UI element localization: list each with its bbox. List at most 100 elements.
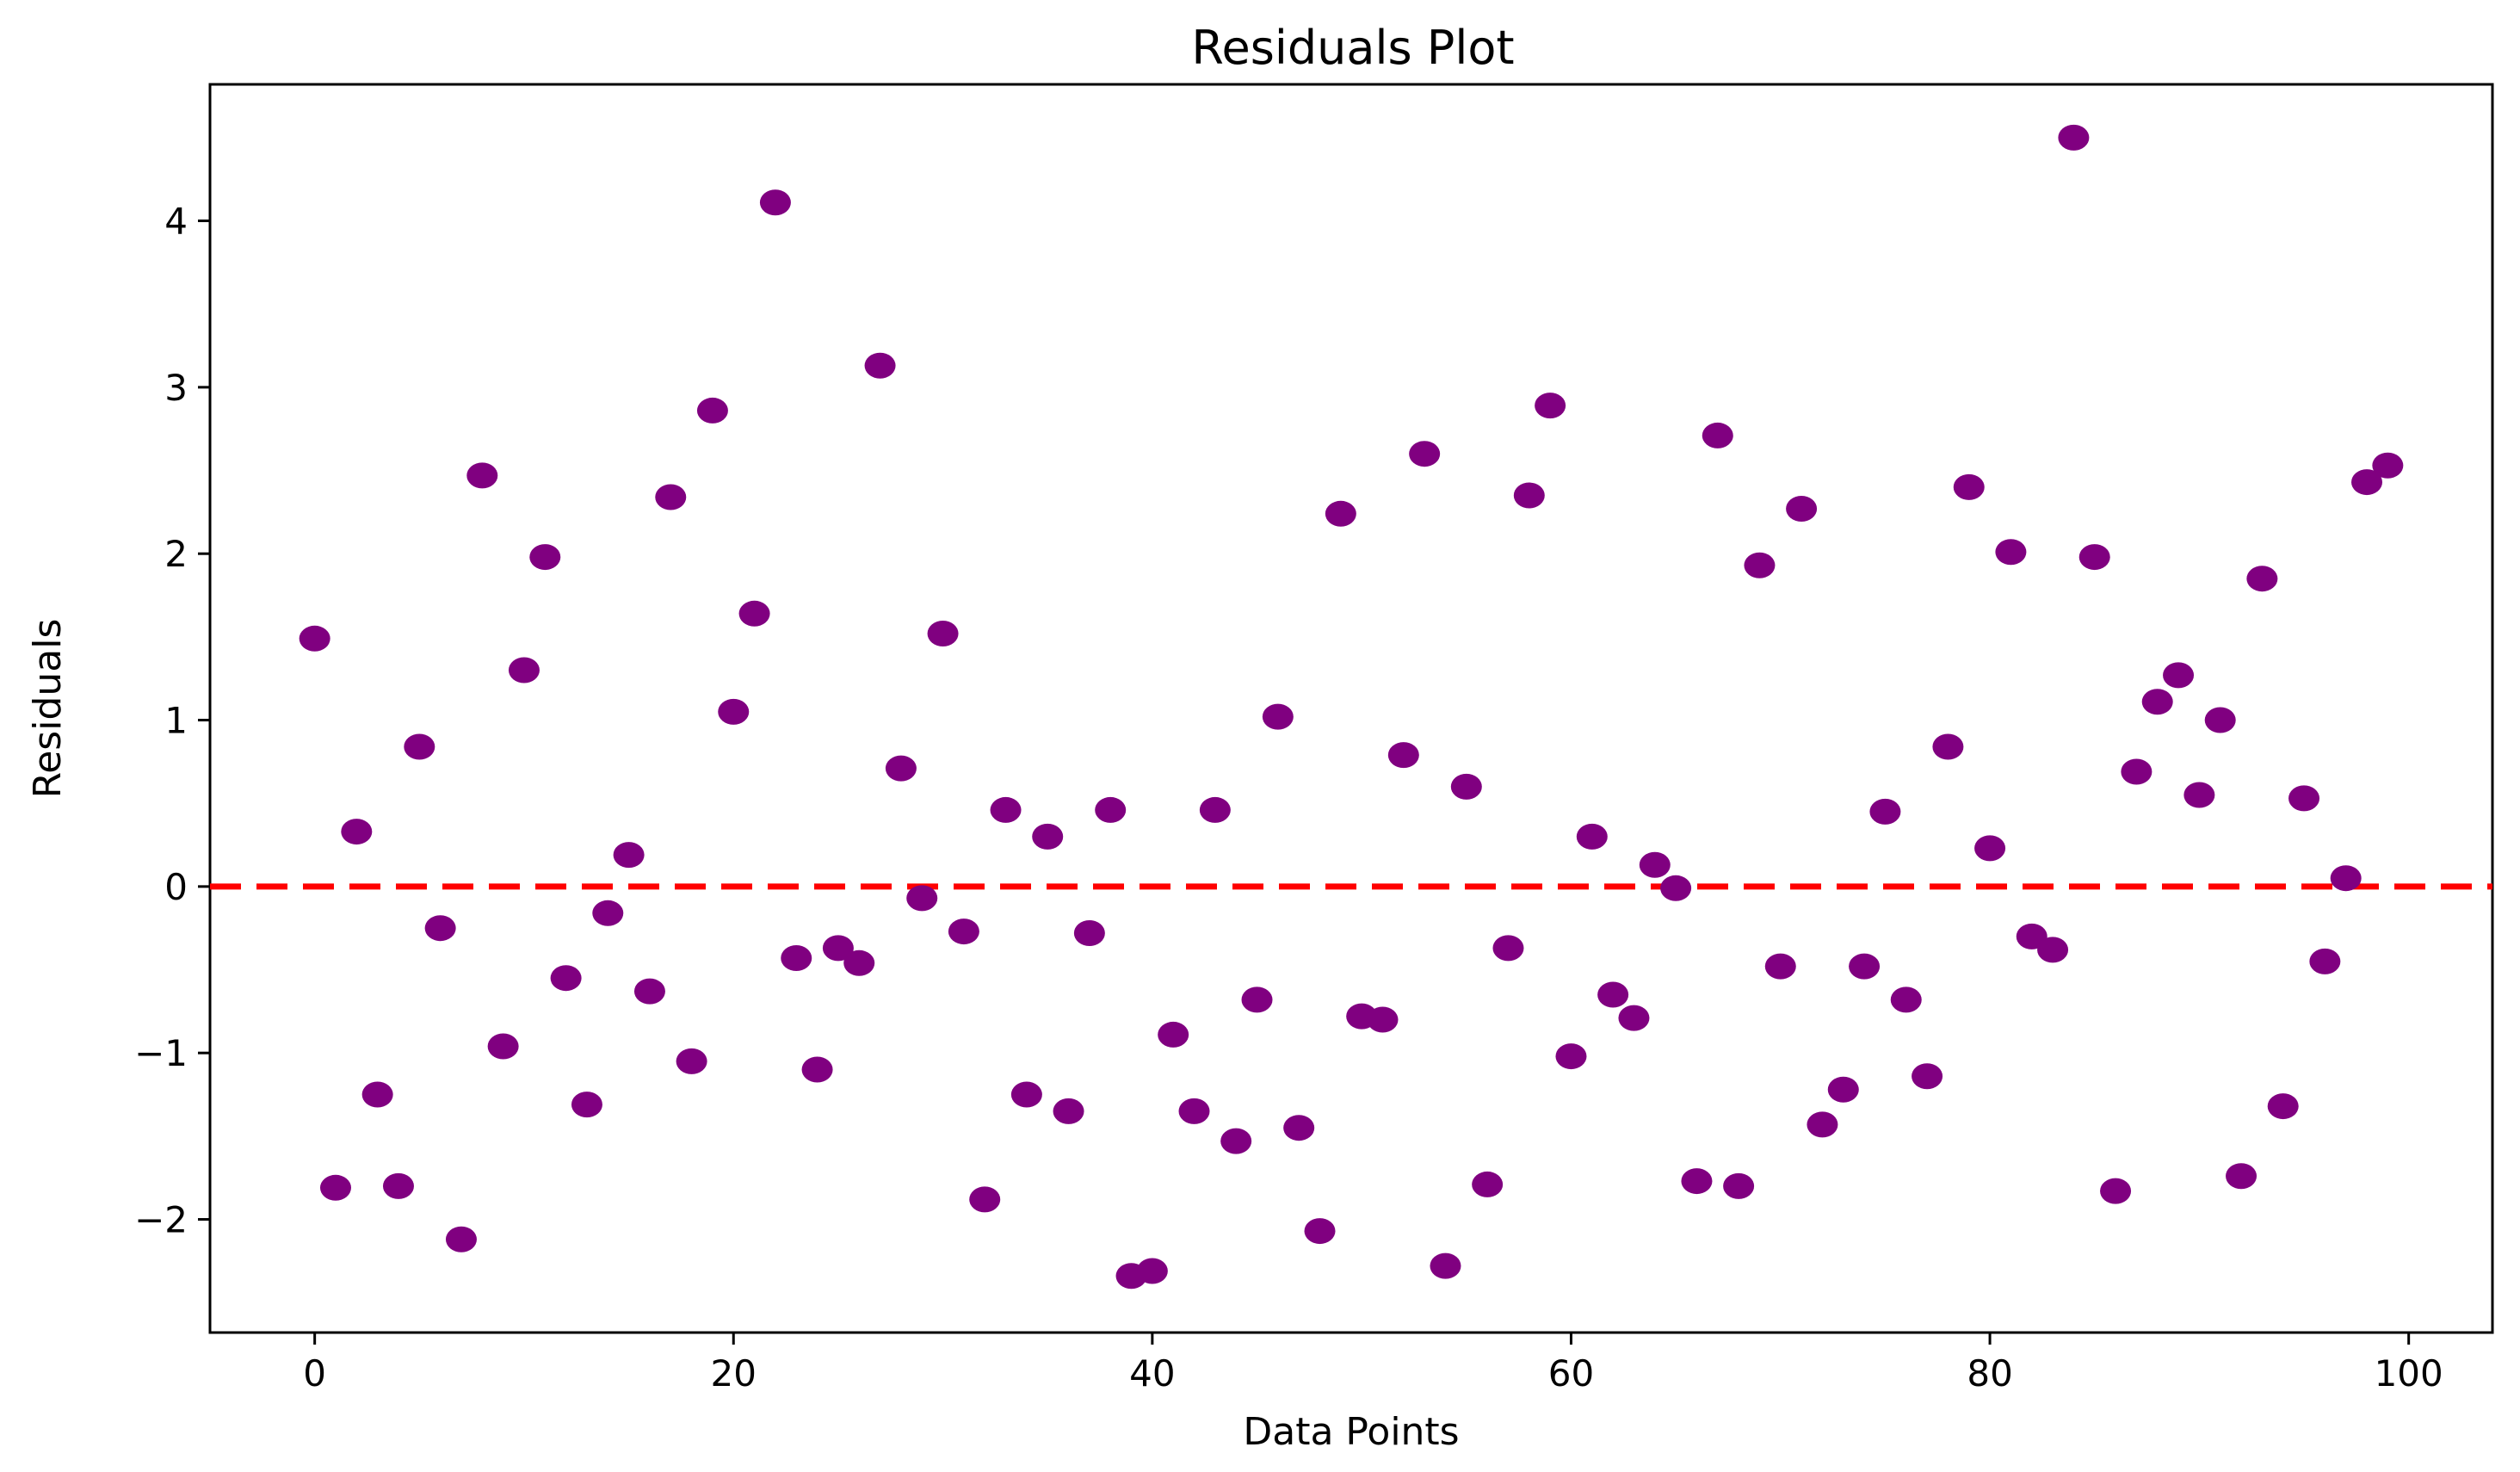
residual-point [1723,1172,1755,1199]
residual-point [676,1048,707,1074]
residual-point [1053,1098,1084,1124]
residual-point [906,885,938,912]
residual-point [1702,422,1733,448]
residual-point [1095,796,1127,823]
residual-point [424,915,456,942]
y-axis-ticks: −2 −1 0 1 2 3 4 [134,201,210,1241]
x-tick-label: 80 [1967,1352,2012,1395]
residual-point [1513,482,1545,509]
residual-point [633,978,665,1005]
residual-point [2246,566,2278,592]
residual-point [885,755,917,782]
residual-points [299,124,2404,1290]
x-tick-label: 0 [303,1352,326,1395]
residual-point [299,625,330,652]
y-tick-label: −2 [134,1199,188,1241]
residual-point [1764,953,1796,980]
y-axis-label: Residuals [26,619,70,799]
y-tick-label: −1 [134,1032,188,1074]
residual-point [2267,1093,2299,1120]
residual-point [2351,469,2383,496]
residual-point [382,1172,414,1199]
residual-point [1681,1168,1713,1195]
residual-point [1912,1063,1943,1090]
x-tick-label: 40 [1129,1352,1175,1395]
residual-point [2141,689,2173,715]
residual-point [1430,1252,1461,1279]
residual-point [801,1056,833,1083]
residual-point [1472,1171,1504,1197]
residual-point [1849,953,1881,980]
residual-point [969,1186,1001,1213]
residual-point [1220,1128,1252,1154]
residual-point [571,1092,602,1118]
residual-point [592,900,624,926]
residual-point [759,189,791,216]
y-tick-label: 2 [164,533,188,575]
residual-point [1786,496,1818,522]
residual-point [2100,1178,2132,1204]
residual-point [1932,733,1964,760]
residual-point [1869,798,1901,825]
residual-point [1262,703,1294,730]
residual-point [1304,1218,1336,1245]
residual-point [2330,865,2362,892]
residual-point [696,397,728,424]
residual-point [2226,1163,2258,1190]
residual-point [1387,742,1419,769]
plot-area-frame [208,83,2494,1334]
residual-point [2163,662,2195,689]
residual-point [1660,875,1692,901]
residual-point [1073,920,1105,946]
x-tick-label: 100 [2375,1352,2443,1395]
residual-point [341,819,373,845]
y-tick-label: 4 [164,201,188,243]
residual-point [1010,1081,1042,1108]
residual-point [1535,393,1566,419]
x-tick-label: 60 [1548,1352,1594,1395]
residual-point [1995,539,2027,566]
residual-point [927,621,959,646]
residual-point [843,949,875,976]
residual-point [1367,1006,1399,1033]
residual-point [1199,796,1231,823]
residual-point [1325,500,1356,527]
residual-point [2288,785,2320,812]
residual-point [613,842,645,869]
residual-point [1283,1115,1315,1141]
residual-point [864,352,896,379]
residual-point [319,1174,351,1201]
residual-point [1450,773,1482,800]
residual-point [822,935,854,962]
residual-point [1597,981,1629,1008]
residual-point [2078,544,2110,571]
residual-point [1492,935,1524,962]
residual-point [445,1226,477,1252]
x-axis-label: Data Points [1243,1410,1459,1454]
residual-point [1158,1021,1189,1048]
y-tick-label: 0 [164,866,188,908]
residual-point [529,544,561,571]
residual-point [487,1033,519,1060]
residual-point [1241,986,1273,1013]
residual-point [1576,823,1608,850]
residual-point [2309,948,2341,974]
residual-point [466,462,498,489]
residual-point [1890,986,1922,1013]
residual-point [1744,552,1776,578]
residual-point [781,945,812,971]
residual-point [1974,835,2006,862]
residual-point [404,733,435,760]
residual-point [1807,1111,1838,1138]
x-tick-label: 20 [711,1352,757,1395]
residual-point [2037,937,2069,963]
residual-point [550,965,582,992]
residual-point [361,1081,393,1108]
y-tick-label: 1 [164,700,188,742]
residual-point [1618,1005,1650,1031]
residual-point [1639,851,1671,878]
residual-point [508,657,540,683]
residual-point [1827,1076,1859,1103]
residual-point [2058,124,2090,151]
